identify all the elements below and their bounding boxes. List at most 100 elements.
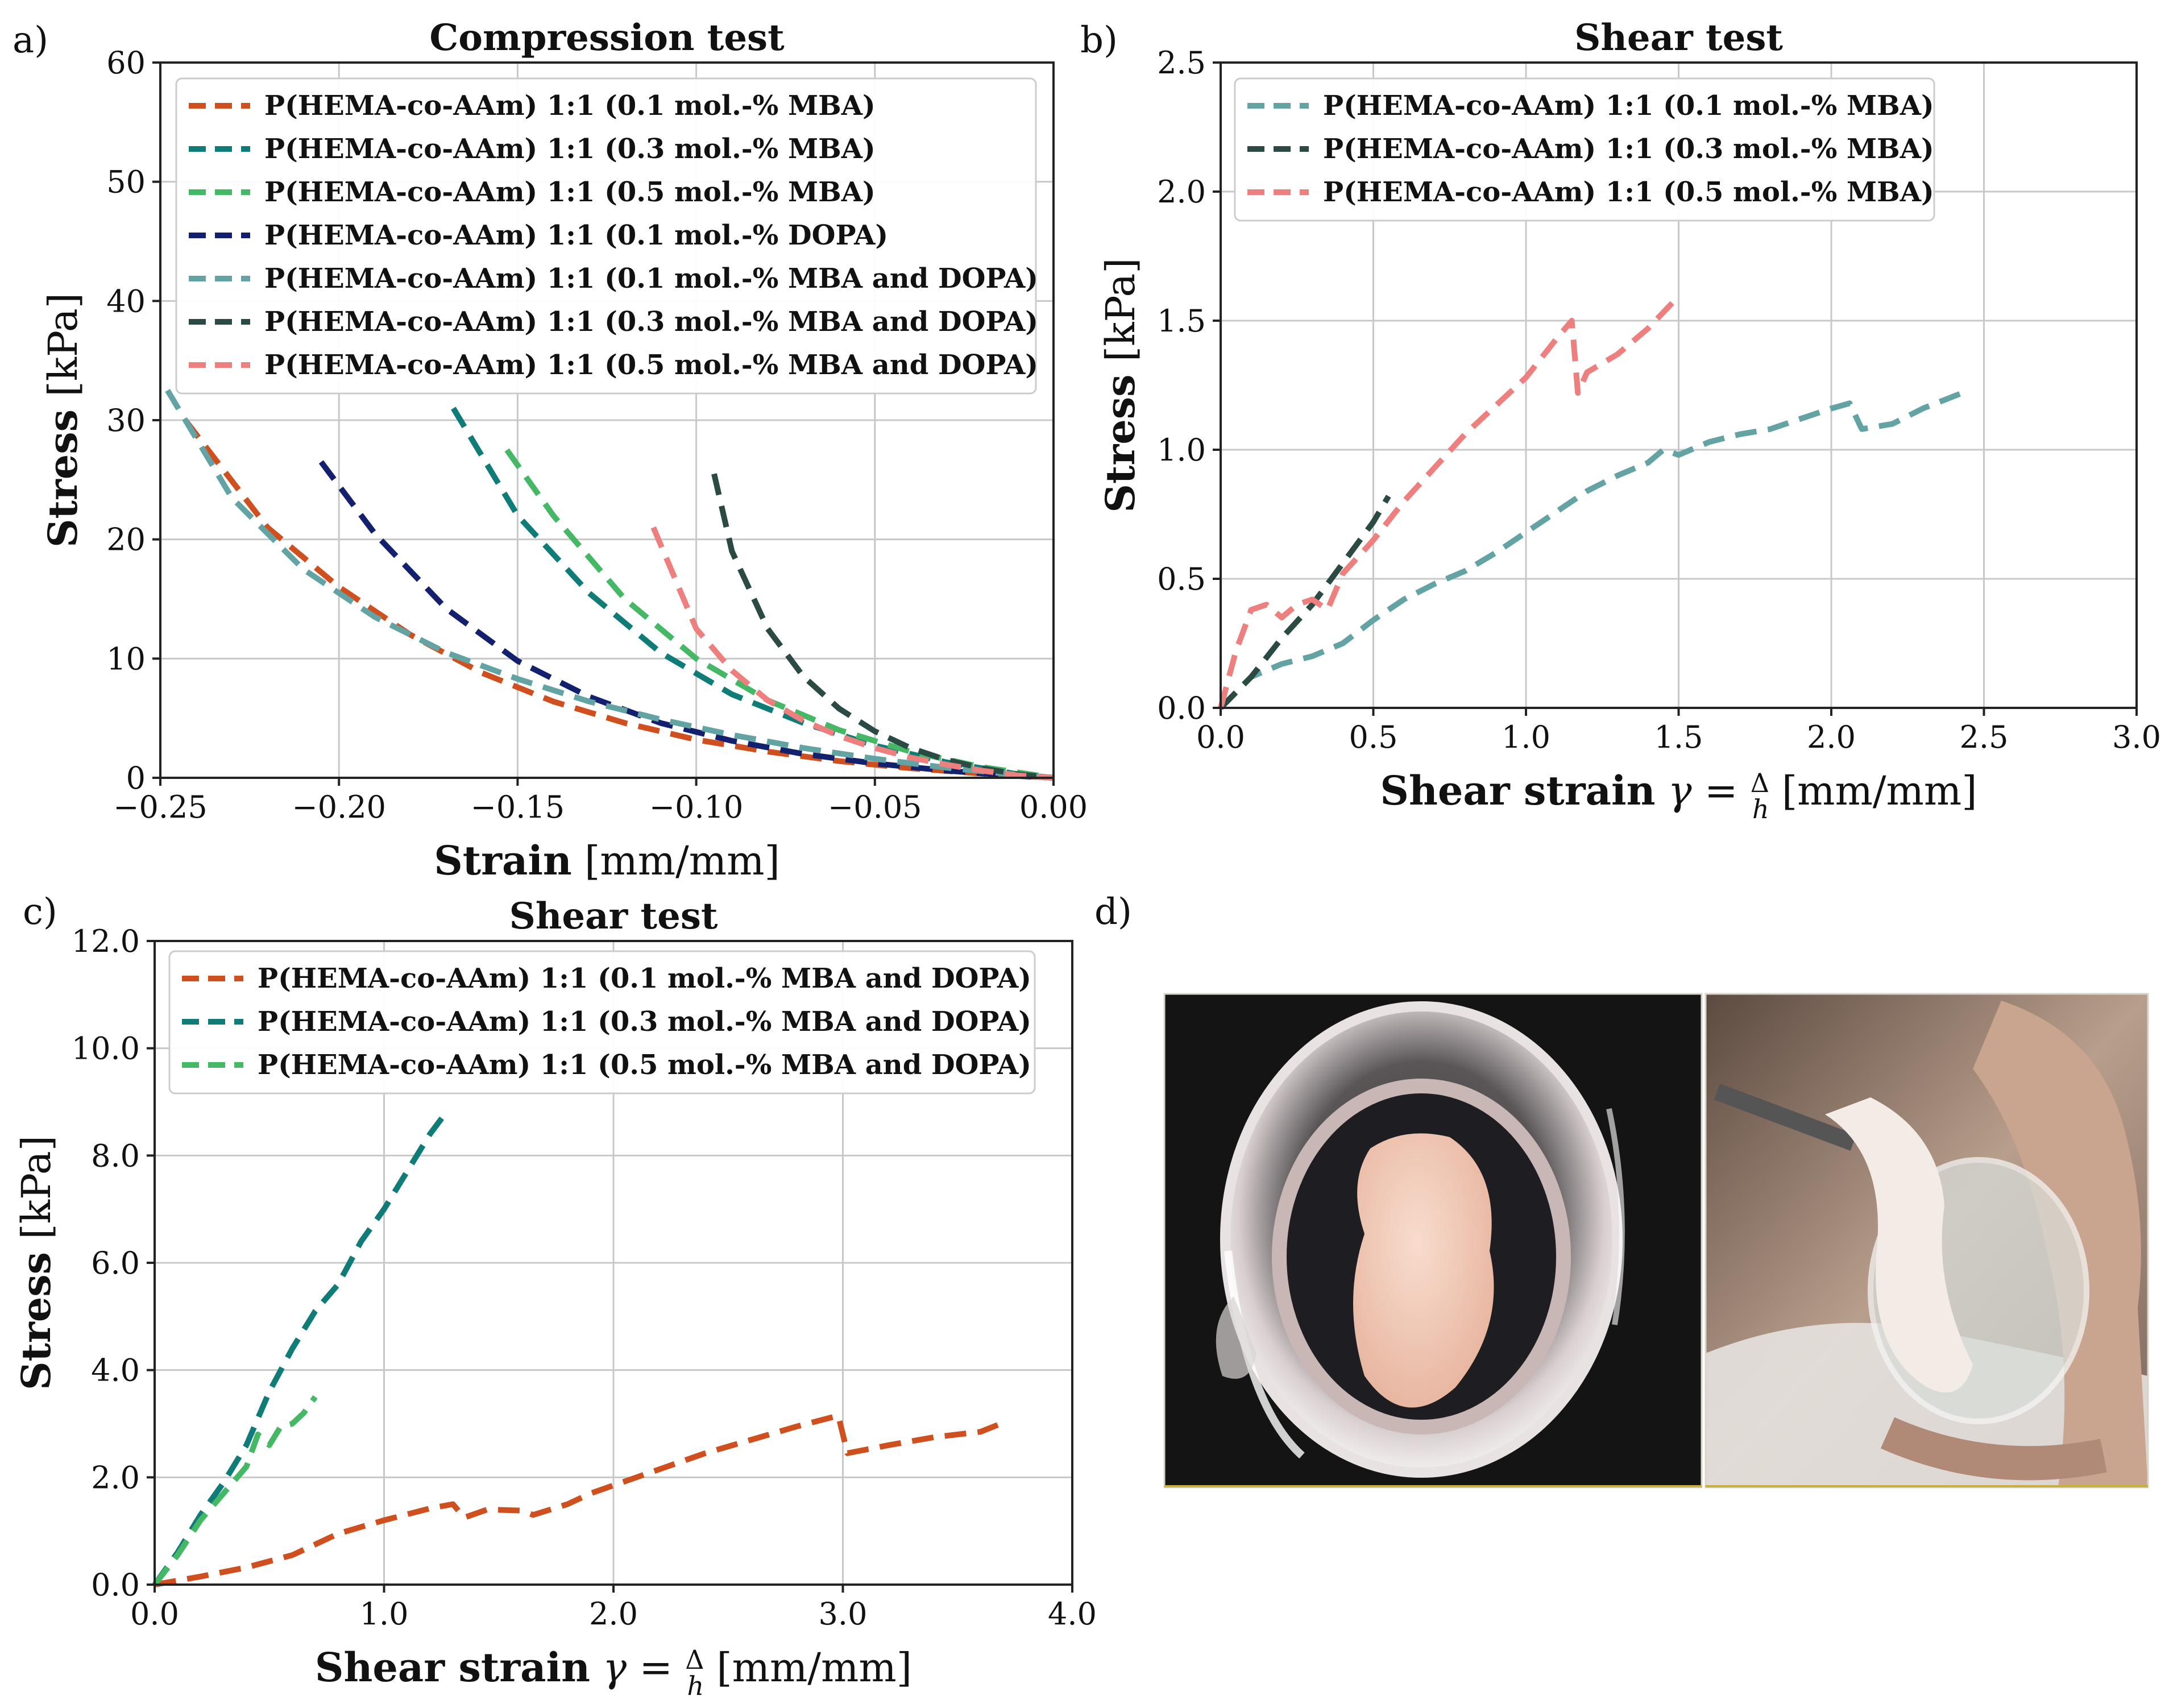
- chart-a-ytick-label-6: 60: [106, 45, 146, 81]
- chart-b-ytick-label-5: 2.5: [1157, 45, 1206, 81]
- compression-test-chart: −0.25 −0.20 −0.15 −0.10 −0.05 0.00 0 10 20 30 40 50…: [39, 16, 1088, 884]
- chart-c-xlabel-unit: [mm/mm]: [704, 1644, 912, 1691]
- chart-b-legend-label-1: P(HEMA-co-AAm) 1:1 (0.3 mol.-% MBA): [1323, 133, 1934, 165]
- chart-a-legend-label-2: P(HEMA-co-AAm) 1:1 (0.5 mol.-% MBA): [264, 176, 876, 208]
- chart-b-ytick-label-2: 1.0: [1157, 432, 1206, 468]
- hydrogel-photos: [1163, 993, 2149, 1489]
- chart-b-ytick-label-1: 0.5: [1157, 561, 1206, 597]
- chart-a-xtick-label-4: −0.05: [828, 789, 922, 825]
- chart-c-ylabel-unit: [kPa]: [13, 1135, 60, 1252]
- chart-c-ytick-label-6: 12.0: [72, 923, 140, 959]
- chart-b-xtick-label-5: 2.5: [1960, 719, 2009, 755]
- chart-a-xlabel-main: Strain: [434, 837, 572, 884]
- chart-b-legend-label-2: P(HEMA-co-AAm) 1:1 (0.5 mol.-% MBA): [1323, 176, 1934, 208]
- chart-b-ylabel-unit: [kPa]: [1097, 258, 1144, 374]
- chart-a-ytick-label-5: 50: [106, 164, 146, 200]
- chart-b-xlabel-h: h: [1752, 794, 1769, 824]
- chart-c-ylabel-main: Stress: [13, 1252, 60, 1390]
- chart-b-series-line-2: [1218, 300, 1675, 709]
- chart-c-legend-box: [168, 950, 1036, 1095]
- shear-test-chart-mba: 0.0 0.5 1.0 1.5 2.0 2.5 3.0 0.0 0.5 1.0 1.5 2.0 2.5 S…: [1097, 16, 2161, 824]
- chart-b-title: Shear test: [1574, 16, 1783, 59]
- chart-c-legend-label-1: P(HEMA-co-AAm) 1:1 (0.3 mol.-% MBA and D…: [258, 1006, 1031, 1038]
- chart-a-legend-label-3: P(HEMA-co-AAm) 1:1 (0.1 mol.-% DOPA): [264, 219, 888, 251]
- chart-b-series-line-0: [1218, 387, 1970, 710]
- chart-c-xlabel-main: Shear strain: [315, 1644, 590, 1691]
- chart-c-legend-label-2: P(HEMA-co-AAm) 1:1 (0.5 mol.-% MBA and D…: [258, 1049, 1031, 1081]
- chart-b-xlabel-gamma: γ =: [1655, 768, 1750, 814]
- chart-a-xtick-label-3: −0.10: [649, 789, 743, 825]
- chart-a-series-line-5: [711, 473, 1054, 781]
- chart-c-title: Shear test: [509, 895, 718, 938]
- chart-c-ylabel: Stress [kPa]: [13, 1135, 60, 1390]
- chart-c-xlabel-h: h: [687, 1670, 704, 1701]
- chart-b-ytick-label-4: 2.0: [1157, 174, 1206, 210]
- chart-c-series-line-0: [154, 1412, 1005, 1587]
- panel-label-d: d): [1094, 891, 1132, 933]
- photo-gel-stretched: [1706, 994, 2148, 1487]
- chart-a-ytick-label-2: 20: [106, 522, 146, 558]
- chart-b-xtick-label-6: 3.0: [2112, 719, 2161, 755]
- chart-b-ytick-label-3: 1.5: [1157, 303, 1206, 339]
- chart-a-ylabel: Stress [kPa]: [39, 293, 86, 548]
- chart-a-legend-label-1: P(HEMA-co-AAm) 1:1 (0.3 mol.-% MBA): [264, 133, 876, 165]
- chart-a-xlabel: Strain [mm/mm]: [434, 837, 780, 884]
- chart-a-series-line-0: [183, 418, 1054, 781]
- chart-b-xlabel-delta: Δ: [1751, 768, 1769, 798]
- chart-a-ylabel-main: Stress: [39, 409, 86, 548]
- chart-c-xtick-label-1: 1.0: [360, 1596, 409, 1632]
- chart-c-legend-label-0: P(HEMA-co-AAm) 1:1 (0.1 mol.-% MBA and D…: [258, 963, 1031, 994]
- chart-b-xtick-label-4: 2.0: [1807, 719, 1856, 755]
- chart-b-legend-label-0: P(HEMA-co-AAm) 1:1 (0.1 mol.-% MBA): [1323, 90, 1934, 122]
- panel-label-c: c): [23, 891, 57, 933]
- chart-a-xtick-label-1: −0.20: [292, 789, 385, 825]
- chart-a-legend-label-5: P(HEMA-co-AAm) 1:1 (0.3 mol.-% MBA and D…: [264, 306, 1038, 338]
- chart-b-ylabel-main: Stress: [1097, 374, 1144, 512]
- chart-b-xlabel-main: Shear strain: [1380, 767, 1655, 814]
- chart-b-xtick-label-1: 0.5: [1349, 719, 1398, 755]
- chart-c-xlabel-delta: Δ: [685, 1644, 704, 1675]
- chart-a-legend-label-6: P(HEMA-co-AAm) 1:1 (0.5 mol.-% MBA and D…: [264, 349, 1038, 381]
- chart-c-xtick-label-4: 4.0: [1048, 1596, 1097, 1632]
- panel-label-b: b): [1080, 19, 1118, 61]
- chart-b-legend-box: [1234, 77, 1935, 222]
- chart-a-ytick-label-0: 0: [126, 760, 146, 796]
- chart-b-xtick-label-0: 0.0: [1196, 719, 1245, 755]
- shear-test-chart-mba-dopa: 0.0 1.0 2.0 3.0 4.0 0.0 2.0 4.0 6.0 8.0 10.0 12.0 Sh…: [13, 895, 1097, 1701]
- chart-c-xtick-label-3: 3.0: [819, 1596, 868, 1632]
- chart-b-xtick-label-2: 1.0: [1502, 719, 1550, 755]
- chart-a-xtick-label-2: −0.15: [471, 789, 565, 825]
- chart-a-ytick-label-1: 10: [106, 641, 146, 677]
- chart-a-ytick-label-4: 40: [106, 283, 146, 319]
- chart-b-xlabel-unit: [mm/mm]: [1769, 768, 1977, 814]
- chart-a-series-line-6: [650, 526, 1054, 781]
- chart-c-ytick-label-1: 2.0: [91, 1460, 140, 1495]
- chart-a-series-line-3: [318, 460, 1054, 781]
- chart-c-xtick-label-0: 0.0: [130, 1596, 179, 1632]
- chart-b-ylabel: Stress [kPa]: [1097, 258, 1144, 512]
- chart-a-xlabel-unit: [mm/mm]: [572, 838, 780, 884]
- chart-c-series-line-2: [152, 1395, 318, 1587]
- chart-b-ytick-label-0: 0.0: [1157, 690, 1206, 726]
- chart-c-xtick-label-2: 2.0: [589, 1596, 638, 1632]
- chart-c-ytick-label-5: 10.0: [72, 1031, 140, 1067]
- chart-c-ytick-label-0: 0.0: [91, 1567, 140, 1603]
- chart-a-legend-box: [175, 77, 1037, 395]
- chart-a-xtick-label-0: −0.25: [113, 789, 207, 825]
- chart-a-ylabel-unit: [kPa]: [40, 293, 86, 409]
- chart-a-series-line-4: [165, 389, 1054, 781]
- chart-a-title: Compression test: [429, 16, 785, 59]
- chart-a-legend-label-0: P(HEMA-co-AAm) 1:1 (0.1 mol.-% MBA): [264, 90, 876, 122]
- chart-b-xtick-label-3: 1.5: [1654, 719, 1703, 755]
- chart-c-series-line-1: [152, 1110, 449, 1586]
- chart-a-xtick-label-5: 0.00: [1019, 789, 1088, 825]
- chart-c-ytick-label-2: 4.0: [91, 1353, 140, 1388]
- chart-b-series-line-1: [1218, 495, 1391, 710]
- chart-c-ytick-label-3: 6.0: [91, 1245, 140, 1281]
- chart-a-legend-label-4: P(HEMA-co-AAm) 1:1 (0.1 mol.-% MBA and D…: [264, 263, 1038, 295]
- chart-c-ytick-label-4: 8.0: [91, 1138, 140, 1174]
- panel-label-a: a): [13, 19, 48, 61]
